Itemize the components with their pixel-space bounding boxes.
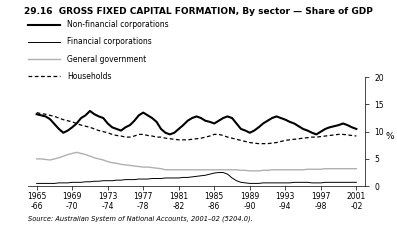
- Households: [328, 134, 332, 137]
- Line: Households: Households: [37, 113, 357, 144]
- General government: [110, 161, 115, 164]
- Financial corporations: [216, 171, 221, 174]
- Non-financial corporations: [145, 114, 150, 117]
- Households: [141, 133, 146, 136]
- Text: Non-financial corporations: Non-financial corporations: [67, 20, 169, 30]
- Text: 29.16  GROSS FIXED CAPITAL FORMATION, By sector — Share of GDP: 29.16 GROSS FIXED CAPITAL FORMATION, By …: [24, 7, 373, 16]
- Financial corporations: [34, 182, 39, 185]
- Households: [354, 135, 359, 137]
- Text: General government: General government: [67, 54, 147, 64]
- Line: General government: General government: [37, 152, 357, 171]
- Households: [314, 136, 319, 138]
- Households: [305, 136, 310, 139]
- Non-financial corporations: [110, 126, 115, 129]
- Households: [194, 137, 199, 140]
- General government: [310, 168, 314, 171]
- General government: [332, 167, 337, 170]
- Non-financial corporations: [88, 110, 93, 112]
- Financial corporations: [105, 179, 110, 182]
- Financial corporations: [314, 182, 319, 184]
- Financial corporations: [354, 181, 359, 184]
- General government: [354, 167, 359, 170]
- Y-axis label: %: %: [385, 132, 394, 141]
- Non-financial corporations: [310, 131, 314, 134]
- Line: Non-financial corporations: Non-financial corporations: [37, 111, 357, 134]
- Non-financial corporations: [318, 130, 323, 133]
- Non-financial corporations: [354, 128, 359, 130]
- Text: Source: Australian System of National Accounts, 2001–02 (5204.0).: Source: Australian System of National Ac…: [28, 216, 252, 222]
- Non-financial corporations: [168, 133, 172, 136]
- Financial corporations: [141, 178, 146, 180]
- Text: Financial corporations: Financial corporations: [67, 37, 152, 47]
- General government: [318, 168, 323, 171]
- General government: [145, 166, 150, 168]
- General government: [247, 170, 252, 172]
- Non-financial corporations: [203, 119, 208, 122]
- Line: Financial corporations: Financial corporations: [37, 173, 357, 183]
- Text: Households: Households: [67, 72, 112, 81]
- Households: [256, 142, 261, 145]
- General government: [198, 168, 203, 171]
- Financial corporations: [194, 175, 199, 178]
- Non-financial corporations: [332, 125, 337, 128]
- Financial corporations: [328, 181, 332, 184]
- Households: [105, 131, 110, 134]
- Financial corporations: [305, 181, 310, 184]
- Households: [34, 111, 39, 114]
- General government: [34, 158, 39, 160]
- General government: [74, 151, 79, 154]
- Non-financial corporations: [34, 113, 39, 116]
